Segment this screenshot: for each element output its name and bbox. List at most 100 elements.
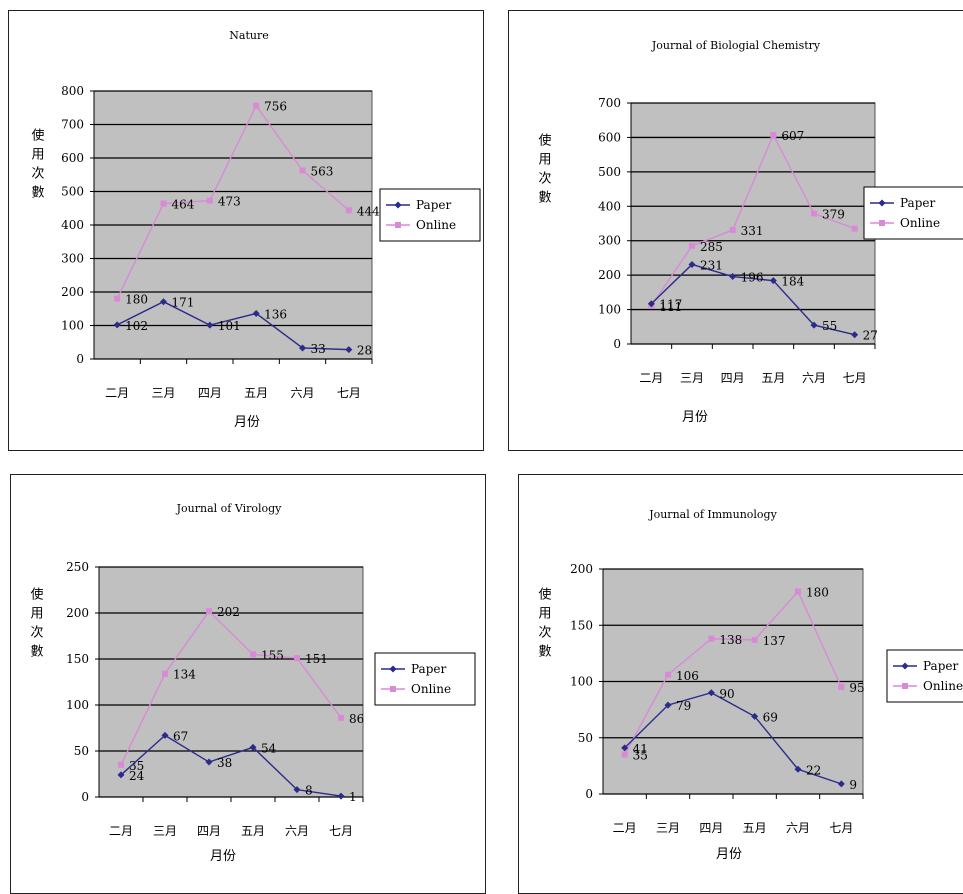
x-tick-label: 五月 (244, 386, 268, 400)
data-label: 86 (349, 712, 364, 726)
data-label: 95 (849, 681, 864, 695)
data-point-online (250, 651, 256, 658)
y-tick-label: 150 (66, 652, 89, 666)
data-label: 202 (217, 605, 240, 619)
series-line-online (120, 610, 342, 766)
chart-title: Journal of Biologial Chemistry (651, 39, 821, 52)
legend-marker-online (395, 222, 401, 228)
plot-area (630, 102, 876, 345)
data-point-paper (117, 771, 125, 779)
y-tick-label: 150 (570, 618, 593, 632)
data-label: 35 (633, 749, 648, 763)
chart-panel-immunology: Journal of Immunology 0 50 100 150 200 二月 三月 四月 五… (518, 474, 963, 894)
legend-label: Online (411, 682, 451, 696)
data-label: 101 (218, 319, 241, 333)
x-tick-label: 二月 (613, 821, 637, 835)
chart-panel-jbc: Journal of Biologial Chemistry 0 100 200 300… (508, 10, 963, 451)
y-tick-label: 50 (578, 731, 593, 745)
x-tick-label: 七月 (337, 386, 361, 400)
x-tick-label: 四月 (197, 824, 221, 838)
legend-box (886, 649, 963, 703)
chart-svg: Journal of Virology 0 50 100 150 200 250 二月 三月 四月… (28, 502, 476, 864)
data-label: 41 (633, 742, 648, 756)
data-point-paper (621, 744, 629, 752)
data-point-online (770, 132, 777, 139)
y-tick-label: 600 (61, 151, 84, 165)
data-label: 444 (357, 204, 380, 218)
legend-label: Paper (923, 659, 958, 673)
y-tick-label: 200 (61, 285, 84, 299)
data-point-paper (794, 765, 802, 773)
data-point-paper (160, 298, 167, 306)
data-label: 35 (129, 759, 144, 773)
y-tick-label: 0 (81, 790, 89, 804)
legend-label: Online (923, 679, 963, 693)
data-label: 137 (763, 634, 786, 648)
y-tick-label: 500 (61, 185, 84, 199)
data-label: 473 (218, 195, 241, 209)
data-point-online (838, 684, 845, 691)
chart-svg: Journal of Immunology 0 50 100 150 200 二月 三月 四月 五… (536, 508, 963, 862)
y-tick-label: 50 (74, 744, 89, 758)
x-tick-label: 三月 (656, 821, 680, 835)
y-tick-label: 250 (66, 560, 89, 574)
x-tick-label: 七月 (843, 371, 867, 385)
x-axis-label: 月份 (210, 849, 236, 864)
x-tick-label: 六月 (802, 371, 826, 385)
y-tick-label: 200 (598, 268, 621, 282)
series-line-paper (120, 734, 342, 797)
data-label: 151 (305, 652, 328, 666)
legend-marker-paper (394, 201, 402, 209)
data-label: 231 (700, 258, 723, 272)
y-tick-label: 100 (598, 303, 621, 317)
data-label: 55 (822, 319, 837, 333)
data-point-online (253, 102, 260, 109)
y-axis-label: 使用次數 (536, 132, 552, 209)
legend-marker-paper (878, 199, 886, 207)
data-point-paper (161, 731, 169, 739)
y-tick-label: 400 (598, 199, 621, 213)
data-point-paper (113, 321, 121, 329)
series-line-online (650, 133, 855, 307)
data-point-online (294, 655, 300, 662)
data-point-paper (707, 689, 715, 697)
data-label: 756 (264, 100, 287, 114)
series-line-paper (116, 300, 349, 351)
y-axis-label: 使用次數 (29, 127, 45, 204)
y-axis-label: 使用次數 (536, 586, 552, 663)
data-label: 79 (676, 699, 691, 713)
data-label: 138 (719, 633, 742, 647)
data-label: 136 (264, 307, 287, 321)
legend-marker-online (902, 683, 908, 689)
data-point-online (118, 761, 124, 768)
chart-svg: Nature 0 100 200 300 400 500 600 700 800 二月 三月 四月 五月 六… (29, 29, 481, 430)
x-axis-label: 月份 (234, 415, 260, 430)
data-label: 9 (849, 778, 857, 792)
data-label: 90 (719, 687, 734, 701)
data-label: 111 (659, 300, 682, 314)
x-tick-label: 三月 (680, 371, 704, 385)
y-tick-label: 100 (66, 698, 89, 712)
data-point-online (708, 635, 715, 642)
data-point-online (751, 636, 758, 643)
data-label: 1 (349, 790, 357, 804)
data-point-paper (337, 792, 345, 800)
y-tick-label: 700 (598, 96, 621, 110)
x-tick-label: 二月 (105, 386, 129, 400)
data-label: 117 (659, 298, 682, 312)
data-point-paper (206, 321, 214, 329)
y-tick-label: 0 (585, 787, 593, 801)
data-label: 67 (173, 729, 188, 743)
data-point-paper (647, 300, 655, 308)
data-point-online (114, 295, 121, 302)
data-point-paper (837, 780, 845, 788)
data-label: 69 (763, 710, 778, 724)
legend-marker-online (390, 686, 396, 692)
chart-title: Journal of Immunology (648, 508, 777, 521)
data-point-online (665, 671, 671, 678)
data-point-online (299, 167, 306, 174)
y-axis-label: 使用次數 (28, 586, 44, 663)
data-label: 134 (173, 668, 196, 682)
data-point-online (621, 751, 628, 758)
data-label: 379 (822, 208, 845, 222)
